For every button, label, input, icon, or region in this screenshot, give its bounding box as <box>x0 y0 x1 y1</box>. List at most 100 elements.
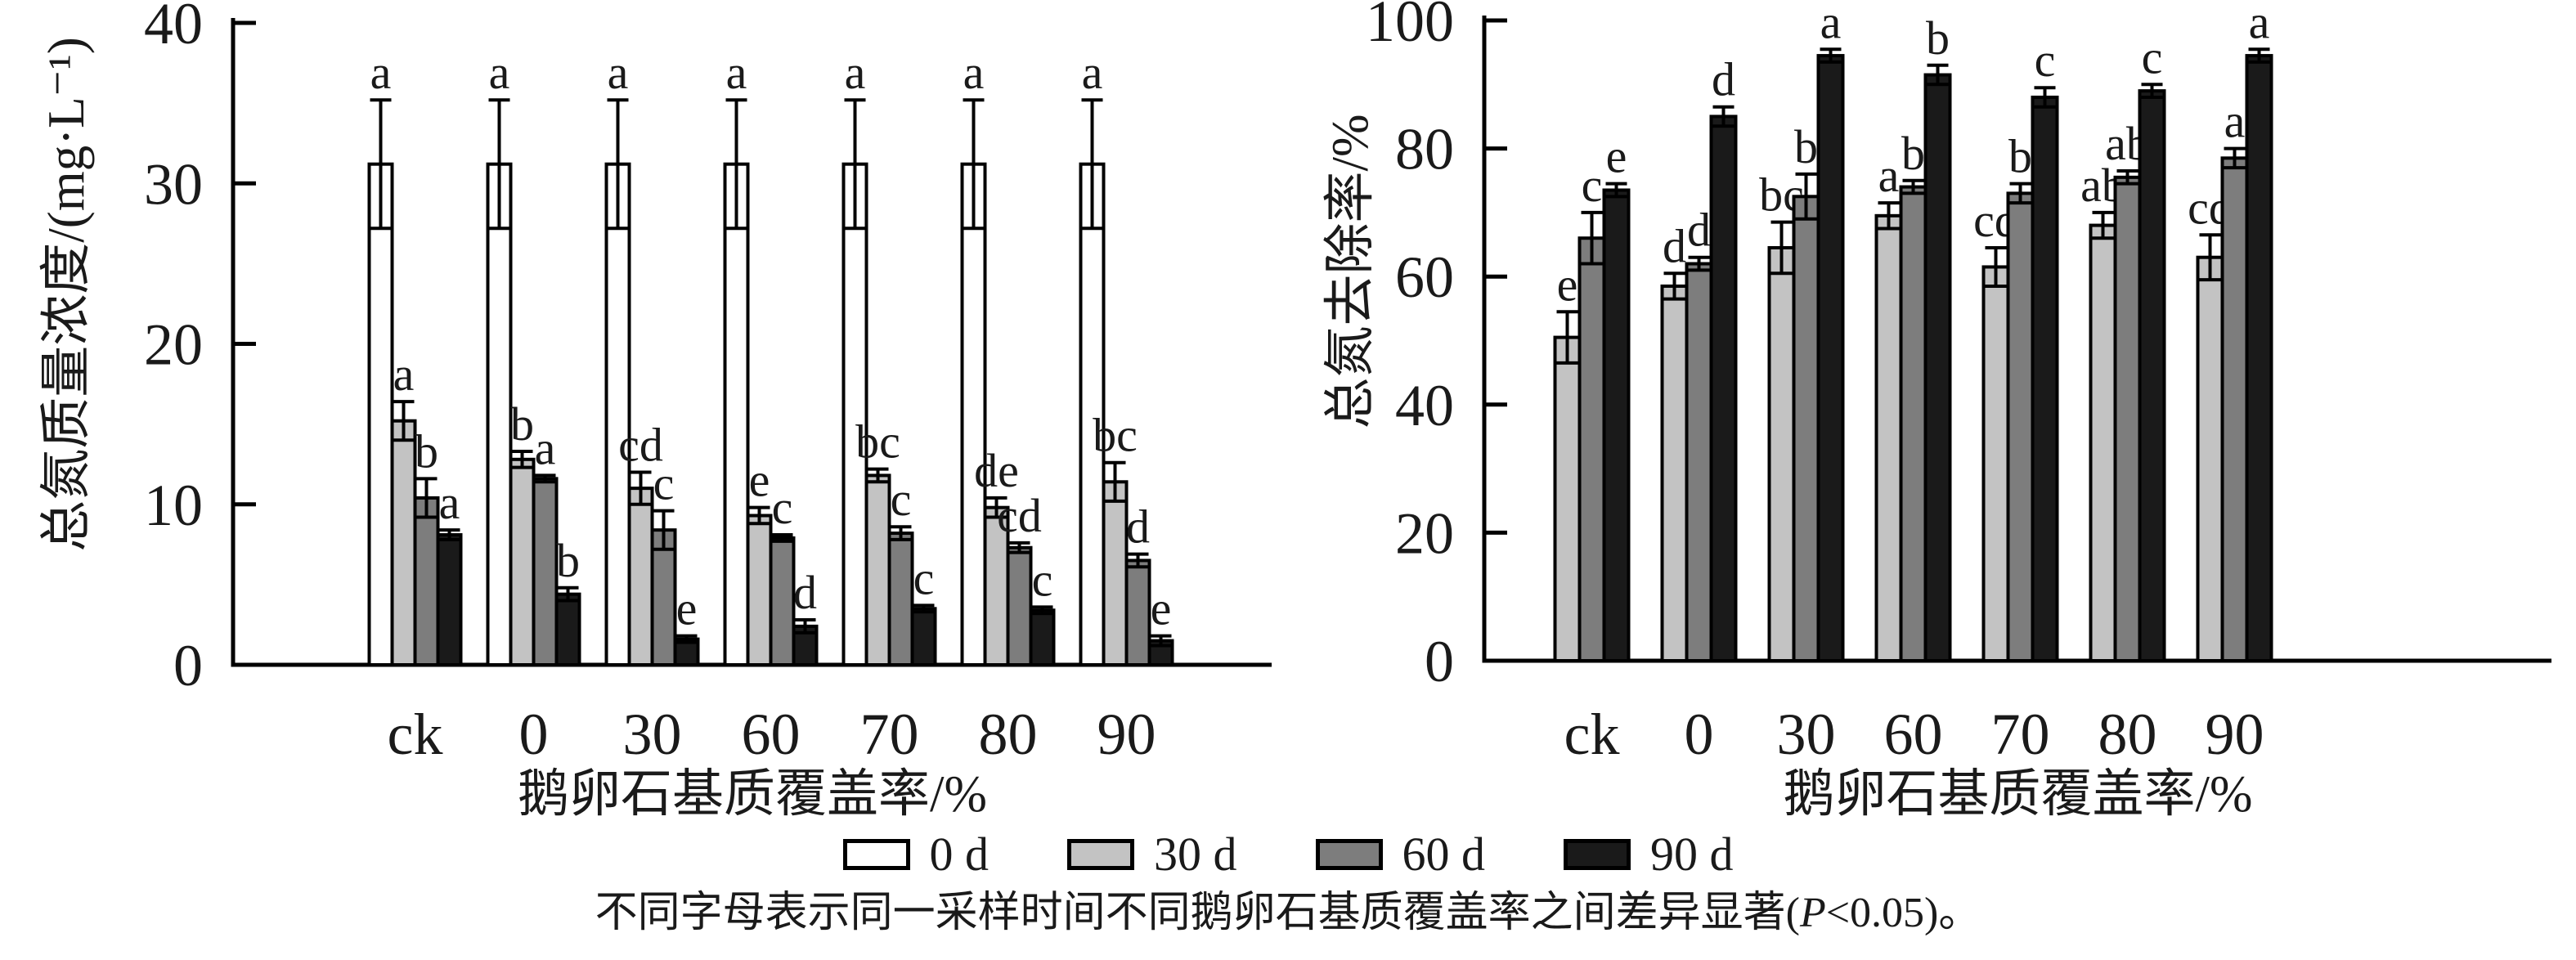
bar-30d-30 <box>627 487 654 666</box>
bar-90d-ck <box>436 533 463 666</box>
bar-60d-70 <box>887 532 914 667</box>
error-bar <box>2141 83 2163 99</box>
bar-90d-60 <box>1923 73 1952 663</box>
sig-letter: c <box>1582 159 1603 212</box>
sig-letter: c <box>891 473 912 526</box>
sig-letter: a <box>963 46 985 99</box>
bar-0d-0 <box>486 162 513 666</box>
sig-letter: e <box>1606 130 1627 183</box>
error-bar <box>1581 210 1603 266</box>
error-bar <box>1127 552 1149 569</box>
sig-letter: a <box>393 348 415 401</box>
tn-concentration-chart: 010203040总氮质量浓度/(mg·L⁻¹)鹅卵石基质覆盖率/%ckaaba… <box>38 0 1272 823</box>
error-bar <box>2199 233 2221 282</box>
error-bar <box>1795 172 1817 221</box>
error-bar <box>1902 178 1924 195</box>
error-bar <box>890 525 912 541</box>
x-tick-label: ck <box>1564 702 1620 767</box>
sig-letter: b <box>2008 130 2032 183</box>
bar-30d-90 <box>2196 255 2224 662</box>
bar-60d-80 <box>2113 175 2142 662</box>
bar-30d-ck <box>390 419 417 666</box>
error-bar <box>2092 210 2114 240</box>
bar-90d-90 <box>2245 54 2273 662</box>
legend-item-60d: 60 d <box>1315 828 1486 881</box>
caption-prefix: 不同字母表示同一采样时间不同鹅卵石基质覆盖率之间差异显著( <box>595 890 1800 936</box>
legend-label: 60 d <box>1402 828 1486 881</box>
x-axis-title: 鹅卵石基质覆盖率/% <box>518 765 987 823</box>
bar-60d-ck <box>413 496 440 667</box>
legend-item-0d: 0 d <box>842 831 989 878</box>
x-tick-label: 0 <box>1685 702 1714 767</box>
error-bar <box>607 98 629 231</box>
sig-letter: a <box>370 46 392 99</box>
x-tick-label: 30 <box>623 702 682 767</box>
sig-letter: a <box>439 476 460 529</box>
error-bar <box>867 467 889 484</box>
bar-30d-90 <box>1102 480 1129 667</box>
bar-60d-0 <box>1685 262 1713 662</box>
error-bar <box>488 98 510 231</box>
error-bar <box>2224 146 2246 170</box>
bar-30d-60 <box>746 514 773 666</box>
sig-letter: b <box>510 397 534 451</box>
sig-letter: e <box>749 454 770 507</box>
y-tick-label: 30 <box>144 151 203 217</box>
sig-letter: c <box>1032 553 1053 606</box>
error-bar <box>1104 460 1126 503</box>
bar-30d-ck <box>1553 335 1582 662</box>
error-bar <box>557 585 579 603</box>
x-tick-label: 0 <box>519 702 549 767</box>
error-bar <box>725 98 747 231</box>
sig-letter: cd <box>997 489 1042 542</box>
error-bar <box>2116 169 2138 186</box>
sig-letter: a <box>845 46 866 99</box>
error-bar <box>794 618 816 635</box>
error-bar <box>438 528 460 541</box>
error-bar <box>748 505 770 526</box>
caption-p-symbol: P <box>1799 890 1826 936</box>
y-tick-label: 60 <box>1395 244 1454 310</box>
error-bar <box>1712 105 1735 128</box>
legend-label: 90 d <box>1650 828 1734 881</box>
sig-letter: b <box>415 424 438 478</box>
y-tick-label: 40 <box>1395 373 1454 438</box>
sig-letter: d <box>1663 219 1686 272</box>
x-axis-title: 鹅卵石基质覆盖率/% <box>1784 765 2253 823</box>
bar-0d-30 <box>604 162 631 666</box>
error-bar <box>393 400 415 442</box>
error-bar <box>675 634 698 644</box>
error-bar <box>1878 201 1900 231</box>
sig-letter: a <box>608 46 629 99</box>
error-bar <box>985 496 1008 519</box>
legend-swatch-0d <box>842 839 910 870</box>
error-bar <box>1031 605 1053 616</box>
x-tick-label: 90 <box>1097 702 1156 767</box>
error-bar <box>771 533 793 543</box>
sig-letter: a <box>489 46 510 99</box>
error-bar <box>913 603 935 614</box>
caption-suffix: <0.05)。 <box>1825 890 1981 936</box>
error-bar <box>630 470 652 506</box>
y-tick-label: 40 <box>144 0 203 56</box>
error-bar <box>963 98 985 231</box>
error-bar <box>1081 98 1103 231</box>
error-bar <box>370 98 392 231</box>
error-bar <box>1605 182 1627 199</box>
error-bar <box>1150 634 1172 648</box>
bar-30d-70 <box>1981 265 2010 662</box>
bar-30d-0 <box>1660 284 1689 662</box>
x-tick-label: 30 <box>1777 702 1836 767</box>
sig-letter: d <box>793 566 817 619</box>
error-bar <box>1770 220 1793 276</box>
sig-letter: c <box>913 551 935 604</box>
bar-90d-ck <box>1602 188 1631 662</box>
bar-30d-30 <box>1767 245 1796 662</box>
bar-90d-80 <box>1029 608 1056 667</box>
sig-letter: a <box>535 421 556 474</box>
sig-letter: c <box>2035 34 2056 87</box>
x-tick-label: ck <box>388 702 443 767</box>
bar-90d-0 <box>1709 114 1738 662</box>
